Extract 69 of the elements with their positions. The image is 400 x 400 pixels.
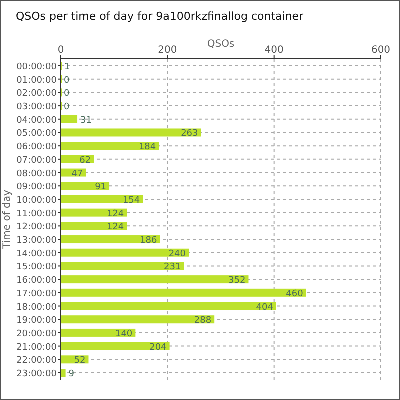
y-tick-label: 15:00:00 (16, 262, 58, 273)
y-axis-title: Time of day (2, 190, 13, 250)
data-label: 124 (106, 222, 124, 233)
y-tick-label: 19:00:00 (16, 316, 58, 326)
data-label: 0 (64, 102, 70, 113)
data-label: 288 (194, 316, 212, 326)
y-tick-label: 14:00:00 (16, 249, 58, 260)
x-axis-title: QSOs (207, 39, 235, 50)
y-tick-label: 13:00:00 (16, 236, 58, 246)
bar (61, 236, 160, 244)
y-tick-label: 09:00:00 (16, 182, 58, 193)
y-tick-label: 22:00:00 (16, 356, 58, 366)
y-tick-label: 07:00:00 (16, 156, 58, 166)
y-tick-label: 21:00:00 (16, 342, 58, 353)
y-tick-label: 23:00:00 (16, 370, 58, 380)
y-tick-label: 17:00:00 (16, 289, 58, 300)
y-tick-label: 04:00:00 (16, 116, 58, 126)
y-tick-label: 02:00:00 (16, 89, 58, 100)
bar (61, 182, 110, 190)
x-tick-label: 200 (158, 45, 178, 56)
bar (61, 115, 78, 124)
y-tick-label: 20:00:00 (16, 329, 58, 340)
y-tick-label: 16:00:00 (16, 276, 58, 286)
bar (61, 328, 136, 337)
data-label: 0 (64, 89, 70, 100)
data-label: 231 (164, 262, 182, 273)
y-tick-label: 05:00:00 (16, 129, 58, 140)
bar (61, 222, 128, 230)
x-tick-label: 400 (264, 45, 284, 56)
x-tick-label: 600 (371, 45, 391, 56)
data-label: 186 (140, 236, 158, 246)
bar (61, 262, 184, 270)
y-tick-label: 00:00:00 (16, 62, 58, 72)
data-label: 62 (80, 156, 92, 166)
bar (61, 142, 160, 150)
data-label: 1 (64, 62, 70, 72)
y-tick-label: 10:00:00 (16, 196, 58, 206)
data-label: 91 (95, 182, 107, 193)
chart-title: QSOs per time of day for 9a100rkzfinallog container (16, 10, 304, 23)
data-label: 140 (115, 329, 133, 340)
data-label: 263 (181, 129, 198, 140)
data-label: 352 (228, 276, 246, 286)
data-label: 0 (64, 76, 70, 86)
x-tick-label: 0 (58, 45, 64, 56)
bar (61, 128, 202, 137)
y-tick-label: 06:00:00 (16, 142, 58, 153)
data-label: 47 (72, 169, 84, 180)
bar (61, 369, 66, 377)
data-label: 31 (80, 116, 92, 126)
data-label: 460 (286, 289, 304, 300)
data-label: 240 (168, 249, 186, 260)
y-tick-label: 08:00:00 (16, 169, 58, 180)
y-tick-label: 12:00:00 (16, 222, 58, 233)
y-tick-label: 01:00:00 (16, 76, 58, 86)
bar (61, 302, 276, 310)
data-label: 154 (122, 196, 140, 206)
y-tick-label: 11:00:00 (16, 209, 58, 220)
data-label: 52 (74, 356, 86, 366)
data-label: 184 (138, 142, 156, 153)
bar (61, 316, 215, 324)
bar (61, 288, 306, 297)
data-label: 9 (68, 370, 75, 380)
bar (61, 195, 144, 204)
bar (61, 208, 128, 217)
y-tick-label: 03:00:00 (16, 102, 58, 113)
data-label: 124 (106, 209, 124, 220)
bar (61, 276, 249, 284)
bar (61, 248, 189, 257)
y-tick-label: 18:00:00 (16, 302, 58, 313)
